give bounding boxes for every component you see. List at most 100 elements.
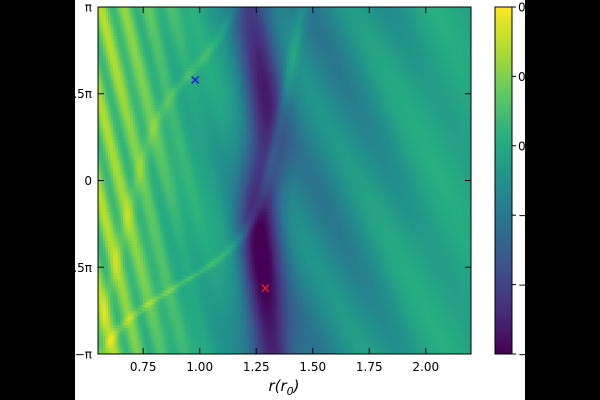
heatmap-cell [468,38,471,43]
heatmap-cell [463,61,467,66]
heatmap-cell [456,12,460,17]
heatmap-cell [354,35,358,40]
heatmap-cell [301,15,305,20]
heatmap-cell [413,41,417,46]
heatmap-cell [436,21,440,25]
heatmap-cell [202,70,206,75]
heatmap-cell [122,33,126,37]
heatmap-cell [239,35,243,40]
heatmap-cell [443,50,447,54]
heatmap-cell [209,35,213,40]
heatmap-cell [277,21,281,25]
heatmap-cell [391,53,395,57]
heatmap-cell [277,38,281,43]
heatmap-cell [152,73,156,77]
heatmap-cell [204,35,209,40]
heatmap-cell [468,50,471,54]
heatmap-cell [239,56,243,60]
heatmap-cell [421,59,425,63]
heatmap-cell [346,50,350,54]
heatmap-cell [102,24,107,28]
heatmap-cell [351,44,355,49]
heatmap-cell [406,53,410,57]
heatmap-cell [277,30,281,34]
heatmap-cell [107,47,112,51]
heatmap-cell [187,73,191,77]
heatmap-cell [418,12,422,17]
heatmap-cell [406,76,410,80]
heatmap-cell [264,24,268,28]
heatmap-cell [170,47,174,51]
heatmap-cell [237,50,241,54]
heatmap-cell [115,7,119,11]
heatmap-cell [152,27,156,31]
heatmap-cell [224,12,228,17]
heatmap-cell [418,41,422,46]
heatmap-cell [289,41,293,46]
heatmap-cell [401,9,405,14]
heatmap-cell [416,15,420,20]
heatmap-cell [115,15,119,20]
heatmap-cell [421,33,425,37]
heatmap-cell [326,12,330,17]
heatmap-cell [227,56,231,60]
heatmap-cell [401,7,405,11]
heatmap-cell [381,24,385,28]
heatmap-cell [433,73,437,77]
heatmap-cell [411,70,415,75]
heatmap-cell [98,27,102,31]
heatmap-cell [160,41,164,46]
heatmap-cell [185,12,189,17]
heatmap-cell [306,41,310,46]
heatmap-cell [351,73,355,77]
heatmap-cell [448,44,452,49]
heatmap-cell [199,24,204,28]
heatmap-cell [170,70,174,75]
heatmap-cell [264,30,268,34]
heatmap-cell [391,35,395,40]
heatmap-cell [127,21,131,25]
heatmap-cell [458,56,462,60]
heatmap-cell [364,24,368,28]
heatmap-cell [441,59,445,63]
heatmap-cell [354,21,358,25]
heatmap-cell [351,38,355,43]
heatmap-cell [344,50,348,54]
heatmap-cell [135,73,139,77]
heatmap-cell [132,79,136,83]
heatmap-cell [247,70,251,75]
heatmap-cell [351,64,355,69]
heatmap-cell [107,50,112,54]
heatmap-cell [416,33,420,37]
heatmap-cell [443,12,447,17]
heatmap-cell [369,33,373,37]
heatmap-cell [194,47,199,51]
heatmap-cell [249,47,253,51]
heatmap-cell [224,44,228,49]
heatmap-cell [197,7,201,11]
heatmap-cell [167,61,171,66]
heatmap-cell [286,18,291,23]
heatmap-cell [453,41,457,46]
heatmap-cell [252,70,256,75]
heatmap-cell [344,47,348,51]
heatmap-cell [120,59,124,63]
heatmap-cell [254,67,258,72]
heatmap-cell [207,67,211,72]
heatmap-cell [289,35,293,40]
heatmap-cell [102,76,107,80]
heatmap-cell [349,67,353,72]
heatmap-cell [227,67,231,72]
heatmap-cell [456,18,460,23]
heatmap-cell [331,64,335,69]
heatmap-cell [386,33,390,37]
heatmap-cell [219,7,223,11]
heatmap-cell [453,33,457,37]
heatmap-cell [98,7,102,11]
heatmap-cell [254,12,258,17]
heatmap-cell [244,7,248,11]
heatmap-cell [110,9,114,14]
heatmap-cell [115,73,119,77]
heatmap-cell [378,18,383,23]
heatmap-cell [98,61,102,66]
